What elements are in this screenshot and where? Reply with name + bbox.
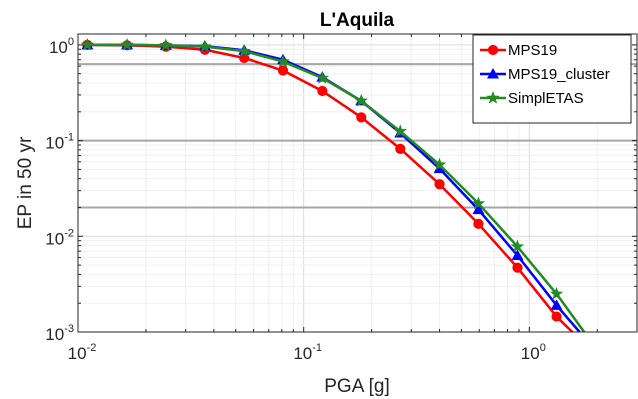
data-point [551, 311, 562, 322]
y-axis-label: EP in 50 yr [15, 136, 36, 229]
data-point [237, 44, 251, 57]
y-tick-label: 100 [49, 36, 74, 57]
data-point [120, 37, 134, 51]
data-point [433, 162, 446, 174]
legend: MPS19 MPS19_cluster SimplETAS [472, 34, 632, 124]
data-point [393, 124, 407, 137]
data-point [472, 203, 485, 215]
data-point [511, 249, 524, 261]
data-point [395, 143, 406, 154]
x-axis-label: PGA [g] [324, 376, 389, 397]
data-point [198, 39, 212, 53]
data-point [512, 262, 523, 273]
legend-label: MPS19 [508, 42, 557, 59]
data-point [80, 37, 94, 51]
chart-title: L'Aquila [320, 10, 395, 31]
x-tick-label: 100 [521, 342, 546, 363]
legend-entry: MPS19 [480, 42, 557, 59]
data-point [317, 85, 328, 97]
data-point [159, 38, 173, 51]
series-line [87, 43, 586, 332]
x-tick-label: 10-1 [293, 342, 322, 363]
data-point [432, 157, 447, 171]
legend-label: SimplETAS [508, 90, 584, 107]
data-point [473, 218, 484, 229]
legend-entry: SimplETAS [480, 90, 584, 107]
plot-area-frame [77, 33, 638, 333]
data-point [277, 65, 289, 76]
legend-entries: MPS19 MPS19_cluster SimplETAS [480, 42, 610, 107]
data-point [356, 112, 367, 123]
series-simpletas [80, 37, 586, 332]
data-point [510, 239, 525, 253]
series-line [87, 43, 574, 332]
series-layer [80, 37, 586, 332]
x-tick-label: 10-2 [68, 342, 97, 363]
y-tick-label: 10-3 [45, 323, 74, 344]
data-point [434, 179, 445, 190]
y-tick-label: 10-1 [45, 132, 74, 153]
legend-marker [486, 91, 500, 104]
legend-label: MPS19_cluster [508, 66, 610, 83]
data-point [471, 196, 486, 210]
data-point [276, 54, 290, 68]
data-point [354, 93, 368, 107]
legend-entry: MPS19_cluster [480, 66, 610, 83]
data-point [549, 286, 564, 300]
y-tick-label: 10-2 [45, 227, 74, 248]
legend-marker [487, 44, 499, 56]
legend-marker [487, 68, 499, 79]
data-point [550, 299, 563, 310]
data-point [315, 71, 329, 84]
